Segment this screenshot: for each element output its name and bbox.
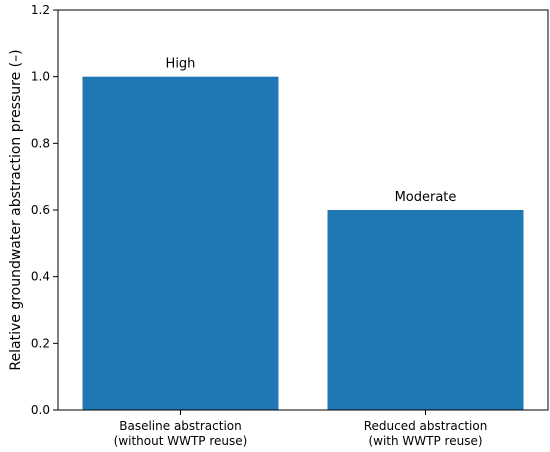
bars-group (82, 76, 524, 411)
y-tick-label: 0.0 (31, 403, 50, 417)
x-tick-label: (without WWTP reuse) (114, 434, 248, 448)
y-tick-label: 1.2 (31, 3, 50, 17)
y-tick-label: 0.4 (31, 270, 50, 284)
y-tick-label: 0.6 (31, 203, 50, 217)
bar-annotation: Moderate (395, 190, 457, 205)
bar (327, 210, 524, 410)
x-tick-label: Reduced abstraction (364, 419, 488, 433)
x-axis-ticks: Baseline abstraction(without WWTP reuse)… (114, 410, 488, 448)
y-tick-label: 0.8 (31, 136, 50, 150)
y-axis-ticks: 0.0 0.2 0.4 0.6 0.8 1.0 1.2 (31, 3, 58, 417)
bar (82, 76, 279, 411)
y-tick-label: 0.2 (31, 336, 50, 350)
bar-labels-group: High Moderate (166, 57, 457, 205)
x-tick-label: Baseline abstraction (119, 419, 242, 433)
bar-annotation: High (166, 57, 196, 72)
y-tick-label: 1.0 (31, 70, 50, 84)
y-axis-label: Relative groundwater abstraction pressur… (8, 49, 24, 370)
x-tick-label: (with WWTP reuse) (368, 434, 482, 448)
